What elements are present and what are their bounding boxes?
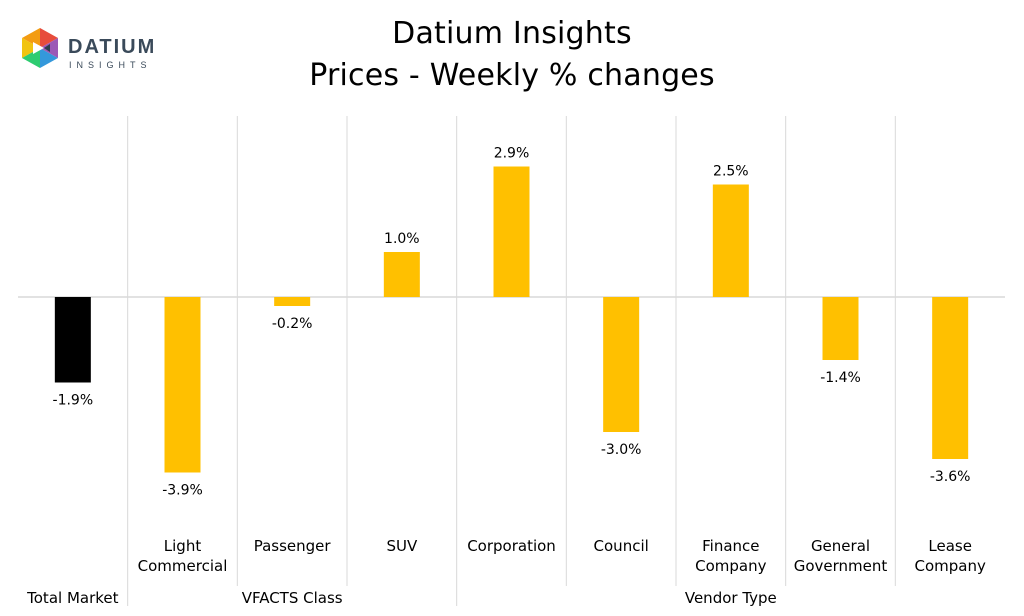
bar <box>54 297 91 383</box>
data-label: 2.9% <box>494 146 530 162</box>
category-label: General <box>811 537 870 555</box>
logo-brand: DATIUM <box>68 36 157 58</box>
group-label: Total Market <box>26 589 118 607</box>
bar <box>712 184 749 297</box>
data-label: -1.9% <box>53 393 94 409</box>
category-label: Light <box>164 537 202 555</box>
chart-title: Datium Insights <box>392 16 632 51</box>
bar <box>932 297 969 459</box>
logo: DATIUM INSIGHTS <box>18 24 168 84</box>
bar <box>274 297 311 306</box>
bar <box>383 252 420 297</box>
category-label: Government <box>794 557 888 575</box>
category-label: SUV <box>386 537 418 555</box>
data-label: -3.6% <box>930 469 971 485</box>
category-label: Commercial <box>138 557 228 575</box>
group-label: VFACTS Class <box>242 589 343 607</box>
group-label: Vendor Type <box>685 589 777 607</box>
category-label: Council <box>594 537 649 555</box>
category-label: Finance <box>702 537 759 555</box>
category-label: Lease <box>928 537 972 555</box>
datium-logo-icon <box>22 28 58 68</box>
data-label: 2.5% <box>713 164 749 180</box>
chart-subtitle: Prices - Weekly % changes <box>309 58 715 93</box>
category-label: Company <box>695 557 766 575</box>
bar <box>603 297 640 432</box>
category-label: Company <box>914 557 985 575</box>
bar <box>822 297 859 360</box>
bar <box>164 297 201 473</box>
data-label: -1.4% <box>820 370 861 386</box>
category-label: Passenger <box>254 537 332 555</box>
data-label: -3.9% <box>162 483 203 499</box>
logo-tagline: INSIGHTS <box>69 60 152 70</box>
data-label: -3.0% <box>601 442 642 458</box>
bar <box>493 166 530 297</box>
category-label: Corporation <box>467 537 556 555</box>
data-label: 1.0% <box>384 231 420 247</box>
data-label: -0.2% <box>272 316 313 332</box>
